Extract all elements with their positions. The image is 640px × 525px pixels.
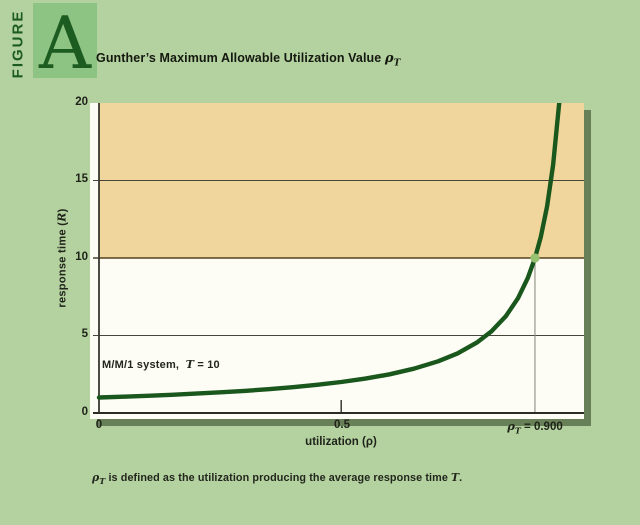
plot-canvas xyxy=(93,103,584,414)
y-tick-label-10: 10 xyxy=(75,251,88,263)
caption-period: . xyxy=(459,472,463,484)
y-axis-label-close: ) xyxy=(56,208,69,213)
y-axis-label: response time (R) xyxy=(56,208,69,307)
caption-rho-symbol: ρ xyxy=(92,471,100,484)
chart-area: M/M/1 system, T = 10 xyxy=(90,103,584,419)
rho-t-sub: T xyxy=(514,425,521,436)
x-tick-label-0: 0 xyxy=(95,419,103,431)
annotation-system: M/M/1 system, xyxy=(102,359,180,371)
figure-caption: ρT is defined as the utilization produci… xyxy=(92,471,592,486)
caption-variable: T xyxy=(451,471,460,484)
y-axis-label-variable: R xyxy=(55,212,69,222)
x-axis-label: utilization (ρ) xyxy=(305,436,377,448)
figure-letter-box: A xyxy=(33,0,97,85)
threshold-marker xyxy=(530,253,540,263)
caption-text: is defined as the utilization producing … xyxy=(105,472,452,484)
y-tick-label-0: 0 xyxy=(81,406,88,418)
rho-subscript: T xyxy=(393,58,401,69)
annotation-variable: T xyxy=(185,358,195,371)
y-tick-label-5: 5 xyxy=(81,328,88,340)
figure-title: Gunther’s Maximum Allowable Utilization … xyxy=(96,51,616,69)
y-axis-label-text: response time ( xyxy=(56,221,69,308)
annotation-value: = 10 xyxy=(194,359,220,371)
x-tick-label-05: 0.5 xyxy=(334,419,350,431)
caption-rho-sub: T xyxy=(99,476,106,487)
figure-letter: A xyxy=(39,0,91,85)
figure-word-label: FIGURE xyxy=(9,9,27,79)
y-tick-label-15: 15 xyxy=(75,173,88,185)
y-tick-label-20: 20 xyxy=(75,96,88,108)
mm1-curve xyxy=(96,103,562,400)
rho-t-value: = 0.900 xyxy=(520,421,563,433)
rho-symbol: ρ xyxy=(384,51,394,66)
model-annotation: M/M/1 system, T = 10 xyxy=(102,358,220,371)
rho-t-symbol: ρ xyxy=(507,419,515,433)
figure-title-text: Gunther’s Maximum Allowable Utilization … xyxy=(96,51,385,65)
x-tick-label-rho-t: ρT = 0.900 xyxy=(492,419,578,435)
